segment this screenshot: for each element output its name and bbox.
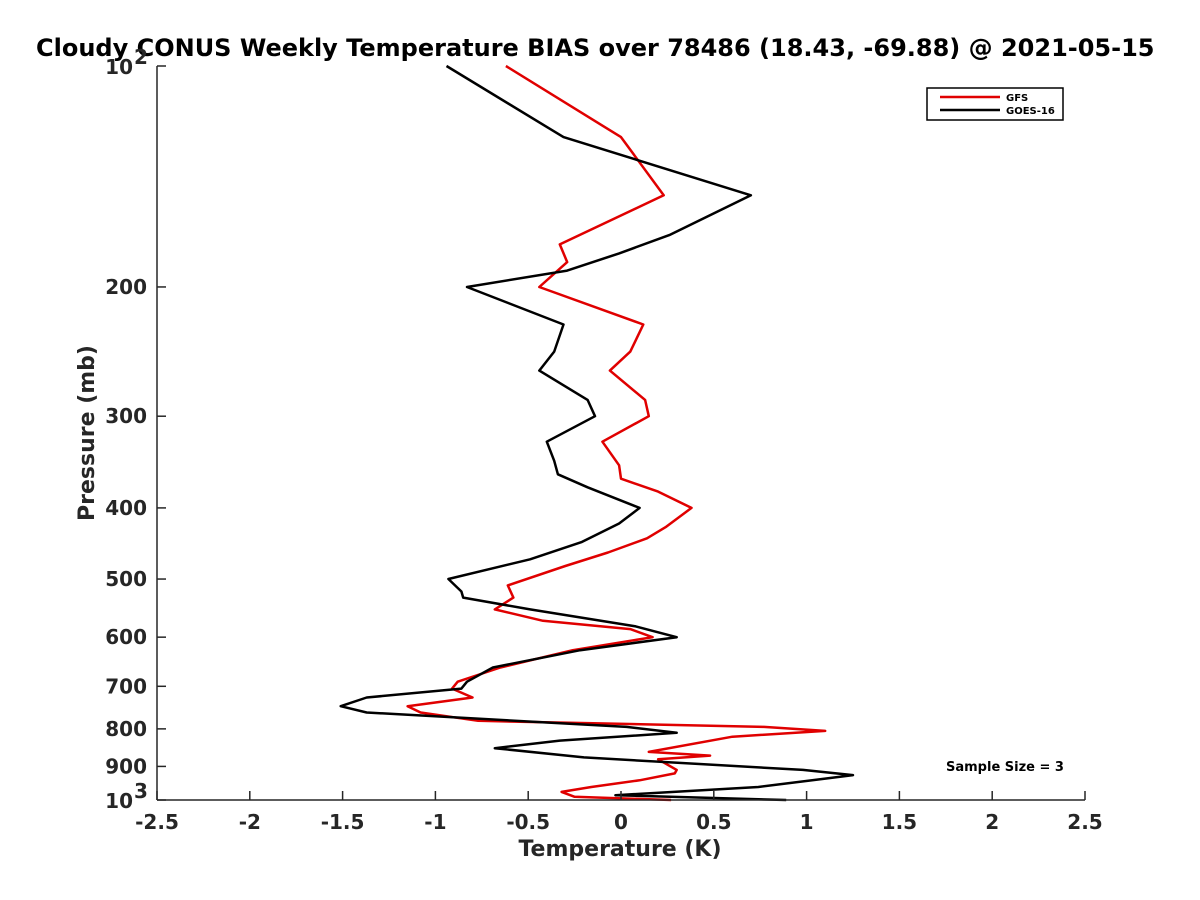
x-tick-label: -0.5 bbox=[506, 810, 550, 834]
legend-entry-goes16: GOES-16 bbox=[1006, 106, 1055, 117]
legend-entry-gfs: GFS bbox=[1006, 93, 1028, 104]
y-tick-label: 700 bbox=[105, 674, 147, 698]
legend-box bbox=[926, 87, 1064, 121]
x-tick-label: -1.5 bbox=[321, 810, 365, 834]
y-tick-label-base: 10 bbox=[105, 789, 133, 813]
x-tick-label: 0 bbox=[614, 810, 628, 834]
x-tick-label: -2.5 bbox=[135, 810, 179, 834]
y-tick-label: 500 bbox=[105, 567, 147, 591]
x-tick-label: 0.5 bbox=[696, 810, 731, 834]
y-tick-label-exponent: 2 bbox=[134, 45, 148, 69]
y-tick-label: 200 bbox=[105, 275, 147, 299]
chart-title: Cloudy CONUS Weekly Temperature BIAS ove… bbox=[36, 34, 1154, 62]
y-tick-label-power: 10 2 bbox=[105, 45, 148, 79]
y-tick-label-base: 10 bbox=[105, 55, 133, 79]
series-layer bbox=[339, 64, 855, 802]
y-axis-label: Pressure (mb) bbox=[75, 345, 100, 521]
y-tick-label: 400 bbox=[105, 496, 147, 520]
y-tick-label-exponent: 3 bbox=[134, 779, 148, 803]
y-tick-label: 300 bbox=[105, 404, 147, 428]
y-tick-label: 800 bbox=[105, 717, 147, 741]
y-tick-label: 600 bbox=[105, 625, 147, 649]
x-tick-label: 1 bbox=[800, 810, 814, 834]
axes-layer: -2.5 -2 -1.5 -1 -0.5 0 0.5 1 1.5 2 2.510 2200300400… bbox=[105, 45, 1103, 834]
series-line-gfs bbox=[406, 64, 827, 802]
x-tick-label: 2.5 bbox=[1067, 810, 1102, 834]
legend: GFS GOES-16 bbox=[926, 87, 1064, 121]
x-tick-label: -1 bbox=[424, 810, 446, 834]
y-tick-label: 900 bbox=[105, 754, 147, 778]
series-line-goes16 bbox=[339, 64, 855, 802]
x-axis-label: Temperature (K) bbox=[518, 837, 721, 862]
y-tick-label-power: 10 3 bbox=[105, 779, 148, 813]
x-tick-label: 1.5 bbox=[882, 810, 917, 834]
x-tick-label: -2 bbox=[239, 810, 261, 834]
x-tick-label: 2 bbox=[985, 810, 999, 834]
sample-size-annotation: Sample Size = 3 bbox=[946, 760, 1064, 775]
